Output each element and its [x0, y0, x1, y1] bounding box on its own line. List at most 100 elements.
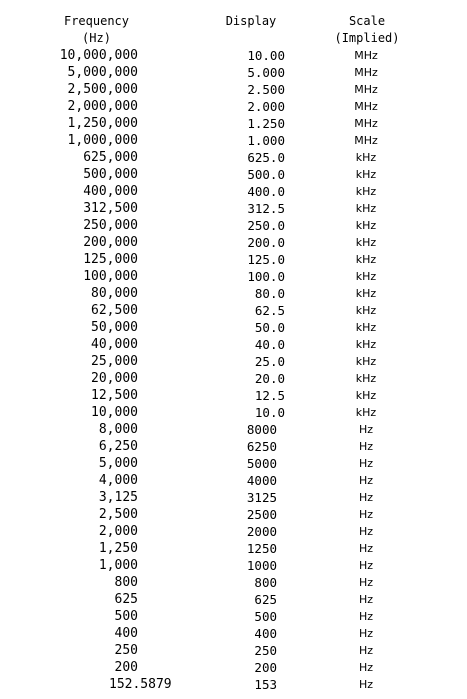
display-cell: 25.0 [254, 354, 285, 369]
frequency-cell: 5,000 [98, 456, 138, 471]
table-row: 10,000 10.0 kHz [0, 404, 467, 421]
scale-cell: kHz [355, 355, 377, 368]
frequency-cell: 4,000 [98, 473, 138, 488]
frequency-cell: 1,000 [98, 558, 138, 573]
scale-cell: Hz [358, 457, 374, 470]
scale-header: Scale [348, 14, 386, 28]
display-cell: 250 [254, 643, 277, 658]
display-cell: 125.0 [247, 252, 285, 267]
scale-cell: Hz [358, 644, 374, 657]
display-cell: 312.5 [247, 201, 285, 216]
scale-cell: kHz [355, 236, 377, 249]
scale-cell: Hz [358, 559, 374, 572]
scale-cell: MHz [354, 66, 378, 79]
frequency-cell: 800 [114, 575, 138, 590]
frequency-cell: 400 [114, 626, 138, 641]
scale-cell: kHz [355, 287, 377, 300]
table-row: 152.5879 153 Hz [0, 676, 467, 693]
frequency-cell: 62,500 [91, 303, 138, 318]
table-row: 2,500 2500 Hz [0, 506, 467, 523]
scale-cell: Hz [358, 423, 374, 436]
table-row: 500 500 Hz [0, 608, 467, 625]
scale-cell: Hz [358, 508, 374, 521]
scale-cell: Hz [358, 491, 374, 504]
display-cell: 250.0 [247, 218, 285, 233]
table-row: 1,250,000 1.250 MHz [0, 115, 467, 132]
table-row: 400,000 400.0 kHz [0, 183, 467, 200]
frequency-cell: 200,000 [83, 235, 138, 250]
table-row: 4,000 4000 Hz [0, 472, 467, 489]
table-row: 40,000 40.0 kHz [0, 336, 467, 353]
scale-cell: Hz [358, 610, 374, 623]
display-cell: 1250 [246, 541, 277, 556]
frequency-table: Frequency Display Scale (Hz) (Implied) 1… [0, 13, 467, 693]
table-row: 50,000 50.0 kHz [0, 319, 467, 336]
display-cell: 8000 [246, 422, 277, 437]
scale-cell: kHz [355, 185, 377, 198]
display-cell: 62.5 [254, 303, 285, 318]
scale-cell: Hz [358, 661, 374, 674]
display-header: Display [225, 14, 277, 28]
table-row: 25,000 25.0 kHz [0, 353, 467, 370]
table-body: 10,000,000 10.00 MHz 5,000,000 5.000 MHz 2,500… [0, 47, 467, 693]
frequency-cell: 500 [114, 609, 138, 624]
display-cell: 1.250 [247, 116, 285, 131]
header-subrow: (Hz) (Implied) [0, 30, 467, 47]
table-row: 625,000 625.0 kHz [0, 149, 467, 166]
table-row: 8,000 8000 Hz [0, 421, 467, 438]
scale-cell: kHz [355, 202, 377, 215]
frequency-cell: 152.5879 [109, 677, 172, 692]
scale-cell: kHz [355, 321, 377, 334]
scale-cell: MHz [354, 100, 378, 113]
frequency-cell: 312,500 [83, 201, 138, 216]
scale-cell: Hz [358, 542, 374, 555]
scale-cell: Hz [358, 627, 374, 640]
frequency-cell: 40,000 [91, 337, 138, 352]
scale-cell: kHz [355, 219, 377, 232]
scale-cell: kHz [355, 304, 377, 317]
frequency-cell: 8,000 [98, 422, 138, 437]
table-row: 312,500 312.5 kHz [0, 200, 467, 217]
frequency-cell: 125,000 [83, 252, 138, 267]
frequency-cell: 625,000 [83, 150, 138, 165]
display-cell: 1000 [246, 558, 277, 573]
frequency-cell: 250 [114, 643, 138, 658]
display-cell: 2.000 [247, 99, 285, 114]
frequency-cell: 20,000 [91, 371, 138, 386]
display-cell: 500 [254, 609, 277, 624]
display-cell: 3125 [246, 490, 277, 505]
frequency-cell: 50,000 [91, 320, 138, 335]
scale-cell: Hz [358, 440, 374, 453]
display-cell: 100.0 [247, 269, 285, 284]
table-row: 100,000 100.0 kHz [0, 268, 467, 285]
scale-cell: kHz [355, 270, 377, 283]
frequency-cell: 6,250 [98, 439, 138, 454]
scale-cell: kHz [355, 338, 377, 351]
scale-note-header: (Implied) [334, 31, 400, 45]
display-cell: 6250 [246, 439, 277, 454]
table-row: 3,125 3125 Hz [0, 489, 467, 506]
table-row: 1,250 1250 Hz [0, 540, 467, 557]
table-row: 200 200 Hz [0, 659, 467, 676]
table-row: 2,000,000 2.000 MHz [0, 98, 467, 115]
frequency-cell: 25,000 [91, 354, 138, 369]
table-row: 625 625 Hz [0, 591, 467, 608]
display-cell: 50.0 [254, 320, 285, 335]
table-row: 12,500 12.5 kHz [0, 387, 467, 404]
display-cell: 2.500 [247, 82, 285, 97]
display-cell: 800 [254, 575, 277, 590]
table-row: 200,000 200.0 kHz [0, 234, 467, 251]
frequency-cell: 1,000,000 [67, 133, 138, 148]
frequency-cell: 500,000 [83, 167, 138, 182]
frequency-cell: 2,500,000 [67, 82, 138, 97]
table-row: 1,000,000 1.000 MHz [0, 132, 467, 149]
frequency-cell: 2,500 [98, 507, 138, 522]
frequency-cell: 2,000,000 [67, 99, 138, 114]
table-row: 20,000 20.0 kHz [0, 370, 467, 387]
scale-cell: Hz [358, 593, 374, 606]
display-cell: 80.0 [254, 286, 285, 301]
frequency-cell: 100,000 [83, 269, 138, 284]
header-row: Frequency Display Scale [0, 13, 467, 30]
frequency-cell: 80,000 [91, 286, 138, 301]
table-row: 6,250 6250 Hz [0, 438, 467, 455]
